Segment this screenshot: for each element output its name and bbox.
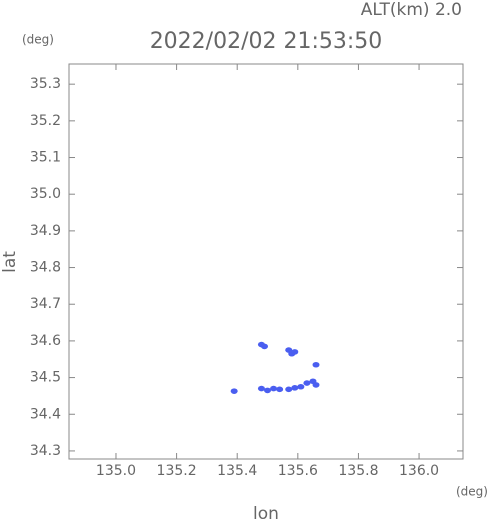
point (312, 382, 320, 388)
y-axis-label: lat (0, 251, 20, 273)
point (285, 386, 293, 393)
x-tick-label: 135.0 (96, 463, 136, 479)
y-tick-label: 34.4 (30, 406, 61, 422)
y-tick-label: 34.6 (30, 333, 61, 349)
chart-title: 2022/02/02 21:53:50 (150, 29, 383, 54)
point (303, 380, 311, 386)
y-tick-label: 35.3 (30, 76, 61, 92)
point (312, 361, 320, 368)
point (297, 383, 305, 390)
y-tick-label: 34.7 (30, 296, 61, 312)
y-unit: (deg) (22, 33, 54, 47)
point (276, 386, 284, 393)
x-unit: (deg) (456, 485, 488, 499)
x-tick-label: 135.6 (278, 463, 318, 479)
x-tick-label: 135.2 (157, 463, 197, 479)
y-tick-label: 34.9 (30, 223, 61, 239)
point (291, 349, 299, 355)
point (264, 387, 272, 394)
y-tick-label: 35.1 (30, 150, 61, 166)
x-tick-label: 135.8 (338, 463, 378, 479)
y-tick-label: 34.5 (30, 370, 61, 386)
y-tick-label: 35.2 (30, 113, 61, 129)
y-tick-label: 35.0 (30, 186, 61, 202)
x-tick-label: 136.0 (399, 463, 439, 479)
annotation: ALT(km) 2.0 (361, 0, 462, 20)
x-tick-label: 135.4 (217, 463, 257, 479)
point (257, 385, 265, 392)
point (270, 385, 278, 392)
point (291, 385, 299, 391)
point (260, 343, 268, 350)
point (230, 388, 238, 394)
plot-frame (68, 63, 464, 460)
y-tick-label: 34.8 (30, 260, 61, 276)
x-axis-label: lon (253, 504, 279, 521)
y-tick-label: 34.3 (30, 443, 61, 459)
